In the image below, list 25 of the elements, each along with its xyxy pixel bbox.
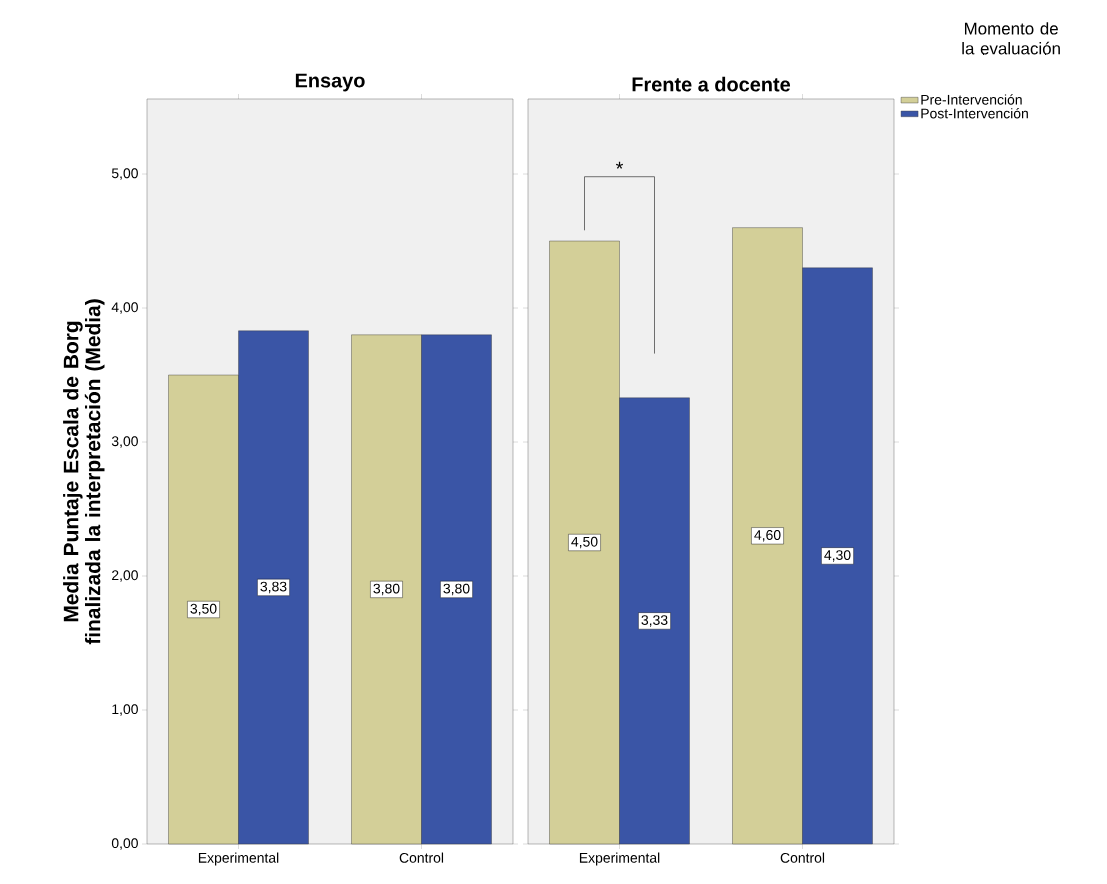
data-label: 3,50 (190, 603, 217, 616)
chart-title: Ensayo (295, 73, 365, 92)
data-label: 3,83 (260, 581, 287, 594)
chart-title: Frente a docente (632, 76, 791, 92)
legend-label: Post-Intervención (921, 107, 1028, 119)
y-tick-label: 3,00 (111, 436, 138, 448)
x-tick-label: Control (399, 852, 444, 863)
data-label: 3,80 (373, 583, 400, 596)
x-tick-label: Experimental (198, 852, 279, 866)
annotation: * (615, 161, 624, 169)
y-tick-label: 4,00 (111, 302, 138, 314)
data-label: 4,60 (754, 530, 781, 542)
x-tick-label: Control (780, 852, 825, 863)
data-label: 3,33 (641, 615, 668, 627)
x-tick-label: Experimental (579, 852, 660, 866)
y-axis-title: Media Puntaje Escala de Borg finalizada la interpretación (Media) (63, 299, 105, 645)
y-tick-label: 1,00 (112, 704, 138, 716)
y-tick-label: 2,00 (112, 570, 138, 582)
data-label: 4,30 (824, 550, 851, 562)
data-label: 4,50 (571, 536, 598, 549)
legend-label: Pre-Intervención (921, 94, 1022, 105)
y-tick-label: 5,00 (111, 168, 138, 180)
data-label: 3,80 (443, 583, 470, 596)
legend-title: Momento de la evaluación (962, 22, 1060, 55)
y-tick-label: 0,00 (111, 838, 138, 850)
